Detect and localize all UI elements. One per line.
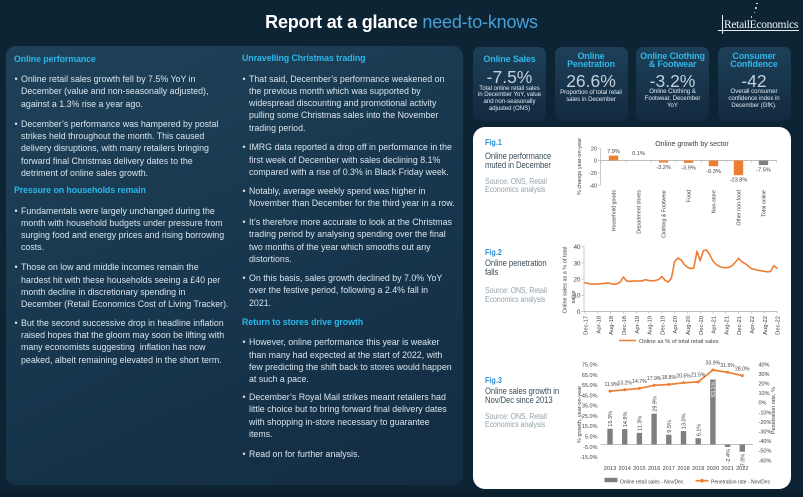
- svg-text:-7.0%: -7.0%: [741, 454, 747, 468]
- svg-text:sales: sales: [571, 290, 577, 303]
- svg-text:Penetration rate, %: Penetration rate, %: [771, 387, 777, 434]
- svg-text:14.9%: 14.9%: [623, 411, 629, 427]
- svg-text:Online sales as a % of total: Online sales as a % of total: [563, 247, 569, 314]
- svg-text:-40: -40: [589, 183, 597, 189]
- svg-text:Other non-food: Other non-food: [737, 190, 743, 226]
- svg-text:30: 30: [574, 260, 581, 267]
- svg-text:-7.5%: -7.5%: [756, 168, 771, 174]
- svg-text:-30%: -30%: [759, 430, 772, 436]
- svg-text:% growth, year-on-year: % growth, year-on-year: [577, 386, 583, 443]
- svg-text:20: 20: [574, 277, 581, 284]
- svg-text:% change year-on-year: % change year-on-year: [577, 138, 583, 195]
- svg-text:35.0%: 35.0%: [582, 404, 598, 410]
- svg-text:13.2%: 13.2%: [617, 381, 632, 387]
- svg-text:2021: 2021: [721, 466, 733, 472]
- svg-text:Penetration rate - Nov/Dec: Penetration rate - Nov/Dec: [711, 480, 771, 486]
- svg-text:-60%: -60%: [759, 458, 772, 464]
- svg-text:2016: 2016: [648, 466, 660, 472]
- svg-text:-50%: -50%: [759, 449, 772, 455]
- svg-text:Aug-19: Aug-19: [648, 316, 654, 335]
- svg-text:-2.4%: -2.4%: [726, 449, 732, 463]
- svg-text:2013: 2013: [604, 466, 616, 472]
- svg-text:Dec-20: Dec-20: [699, 315, 705, 335]
- svg-text:Apr-22: Apr-22: [750, 316, 756, 334]
- svg-text:Aug-18: Aug-18: [609, 315, 615, 335]
- svg-text:45.0%: 45.0%: [582, 393, 598, 399]
- svg-text:Aug-22: Aug-22: [763, 316, 769, 335]
- svg-text:29.9%: 29.9%: [652, 396, 658, 412]
- svg-text:Online as % of total retail sa: Online as % of total retail sales: [639, 339, 719, 345]
- svg-text:15.0%: 15.0%: [582, 424, 598, 430]
- svg-text:11.3%: 11.3%: [638, 416, 644, 431]
- svg-text:Dec-21: Dec-21: [737, 316, 743, 335]
- svg-text:2020: 2020: [707, 466, 719, 472]
- svg-text:40: 40: [574, 244, 581, 251]
- svg-text:10%: 10%: [759, 391, 770, 397]
- svg-text:2015: 2015: [633, 466, 645, 472]
- svg-text:0.1%: 0.1%: [632, 151, 645, 157]
- svg-text:-15.0%: -15.0%: [580, 455, 598, 461]
- svg-text:-9.3%: -9.3%: [706, 169, 721, 175]
- svg-text:2018: 2018: [677, 466, 689, 472]
- svg-text:-20%: -20%: [759, 420, 772, 426]
- svg-text:Apr-18: Apr-18: [596, 315, 602, 333]
- svg-text:28.0%: 28.0%: [735, 366, 750, 372]
- svg-text:-23.8%: -23.8%: [730, 178, 748, 184]
- svg-text:75.0%: 75.0%: [582, 362, 598, 368]
- svg-text:-5.0%: -5.0%: [583, 445, 597, 451]
- svg-text:Aug-20: Aug-20: [686, 315, 692, 335]
- svg-text:0: 0: [577, 309, 581, 316]
- svg-text:Online growth by sector: Online growth by sector: [655, 141, 729, 148]
- svg-text:Clothing & Footwear: Clothing & Footwear: [662, 190, 668, 238]
- svg-text:65.0%: 65.0%: [582, 373, 598, 379]
- svg-text:Department stores: Department stores: [637, 190, 643, 234]
- svg-text:14.7%: 14.7%: [632, 379, 647, 385]
- svg-text:10: 10: [574, 293, 581, 300]
- svg-text:2022: 2022: [736, 466, 748, 472]
- svg-text:Apr-19: Apr-19: [635, 316, 641, 334]
- svg-text:7.9%: 7.9%: [607, 149, 620, 155]
- svg-text:Aug-21: Aug-21: [724, 316, 730, 335]
- svg-text:2017: 2017: [663, 466, 675, 472]
- svg-text:Online retail sales - Nov/Dec: Online retail sales - Nov/Dec: [620, 480, 684, 486]
- svg-text:5.0%: 5.0%: [585, 435, 598, 441]
- svg-text:0: 0: [594, 159, 597, 165]
- svg-text:Dec-18: Dec-18: [622, 315, 628, 335]
- svg-text:40%: 40%: [759, 362, 770, 368]
- svg-text:-3.2%: -3.2%: [656, 165, 671, 171]
- svg-text:13.0%: 13.0%: [682, 413, 688, 429]
- svg-text:21.5%: 21.5%: [691, 373, 706, 379]
- svg-text:33.9%: 33.9%: [706, 361, 721, 367]
- svg-text:17.9%: 17.9%: [647, 376, 662, 382]
- svg-text:55.0%: 55.0%: [582, 383, 598, 389]
- svg-text:20: 20: [591, 146, 597, 152]
- svg-text:-20: -20: [589, 171, 597, 177]
- svg-text:-3.9%: -3.9%: [681, 166, 696, 172]
- svg-text:63.1%: 63.1%: [711, 381, 717, 397]
- svg-text:31.5%: 31.5%: [720, 363, 735, 369]
- svg-text:0%: 0%: [759, 401, 767, 407]
- svg-text:Total online: Total online: [762, 190, 768, 217]
- svg-text:18.8%: 18.8%: [662, 375, 677, 381]
- svg-text:25.0%: 25.0%: [582, 414, 598, 420]
- svg-text:2014: 2014: [618, 466, 630, 472]
- svg-text:9.5%: 9.5%: [667, 420, 673, 433]
- svg-text:Dec-17: Dec-17: [584, 316, 590, 335]
- svg-text:Apr-20: Apr-20: [673, 315, 679, 333]
- svg-text:-40%: -40%: [759, 439, 772, 445]
- svg-text:Apr-21: Apr-21: [712, 316, 718, 334]
- svg-text:20%: 20%: [759, 382, 770, 388]
- svg-text:Household goods: Household goods: [612, 190, 618, 232]
- svg-text:-10%: -10%: [759, 410, 772, 416]
- svg-text:6.1%: 6.1%: [696, 424, 702, 437]
- svg-text:30%: 30%: [759, 372, 770, 378]
- svg-text:2019: 2019: [692, 466, 704, 472]
- svg-text:Dec-19: Dec-19: [660, 316, 666, 335]
- svg-text:20.5%: 20.5%: [676, 374, 691, 380]
- svg-text:Dec-22: Dec-22: [776, 316, 782, 335]
- svg-text:Food: Food: [687, 190, 693, 202]
- svg-text:15.3%: 15.3%: [608, 411, 614, 427]
- svg-text:Non-store: Non-store: [712, 190, 718, 213]
- svg-text:11.9%: 11.9%: [604, 382, 619, 388]
